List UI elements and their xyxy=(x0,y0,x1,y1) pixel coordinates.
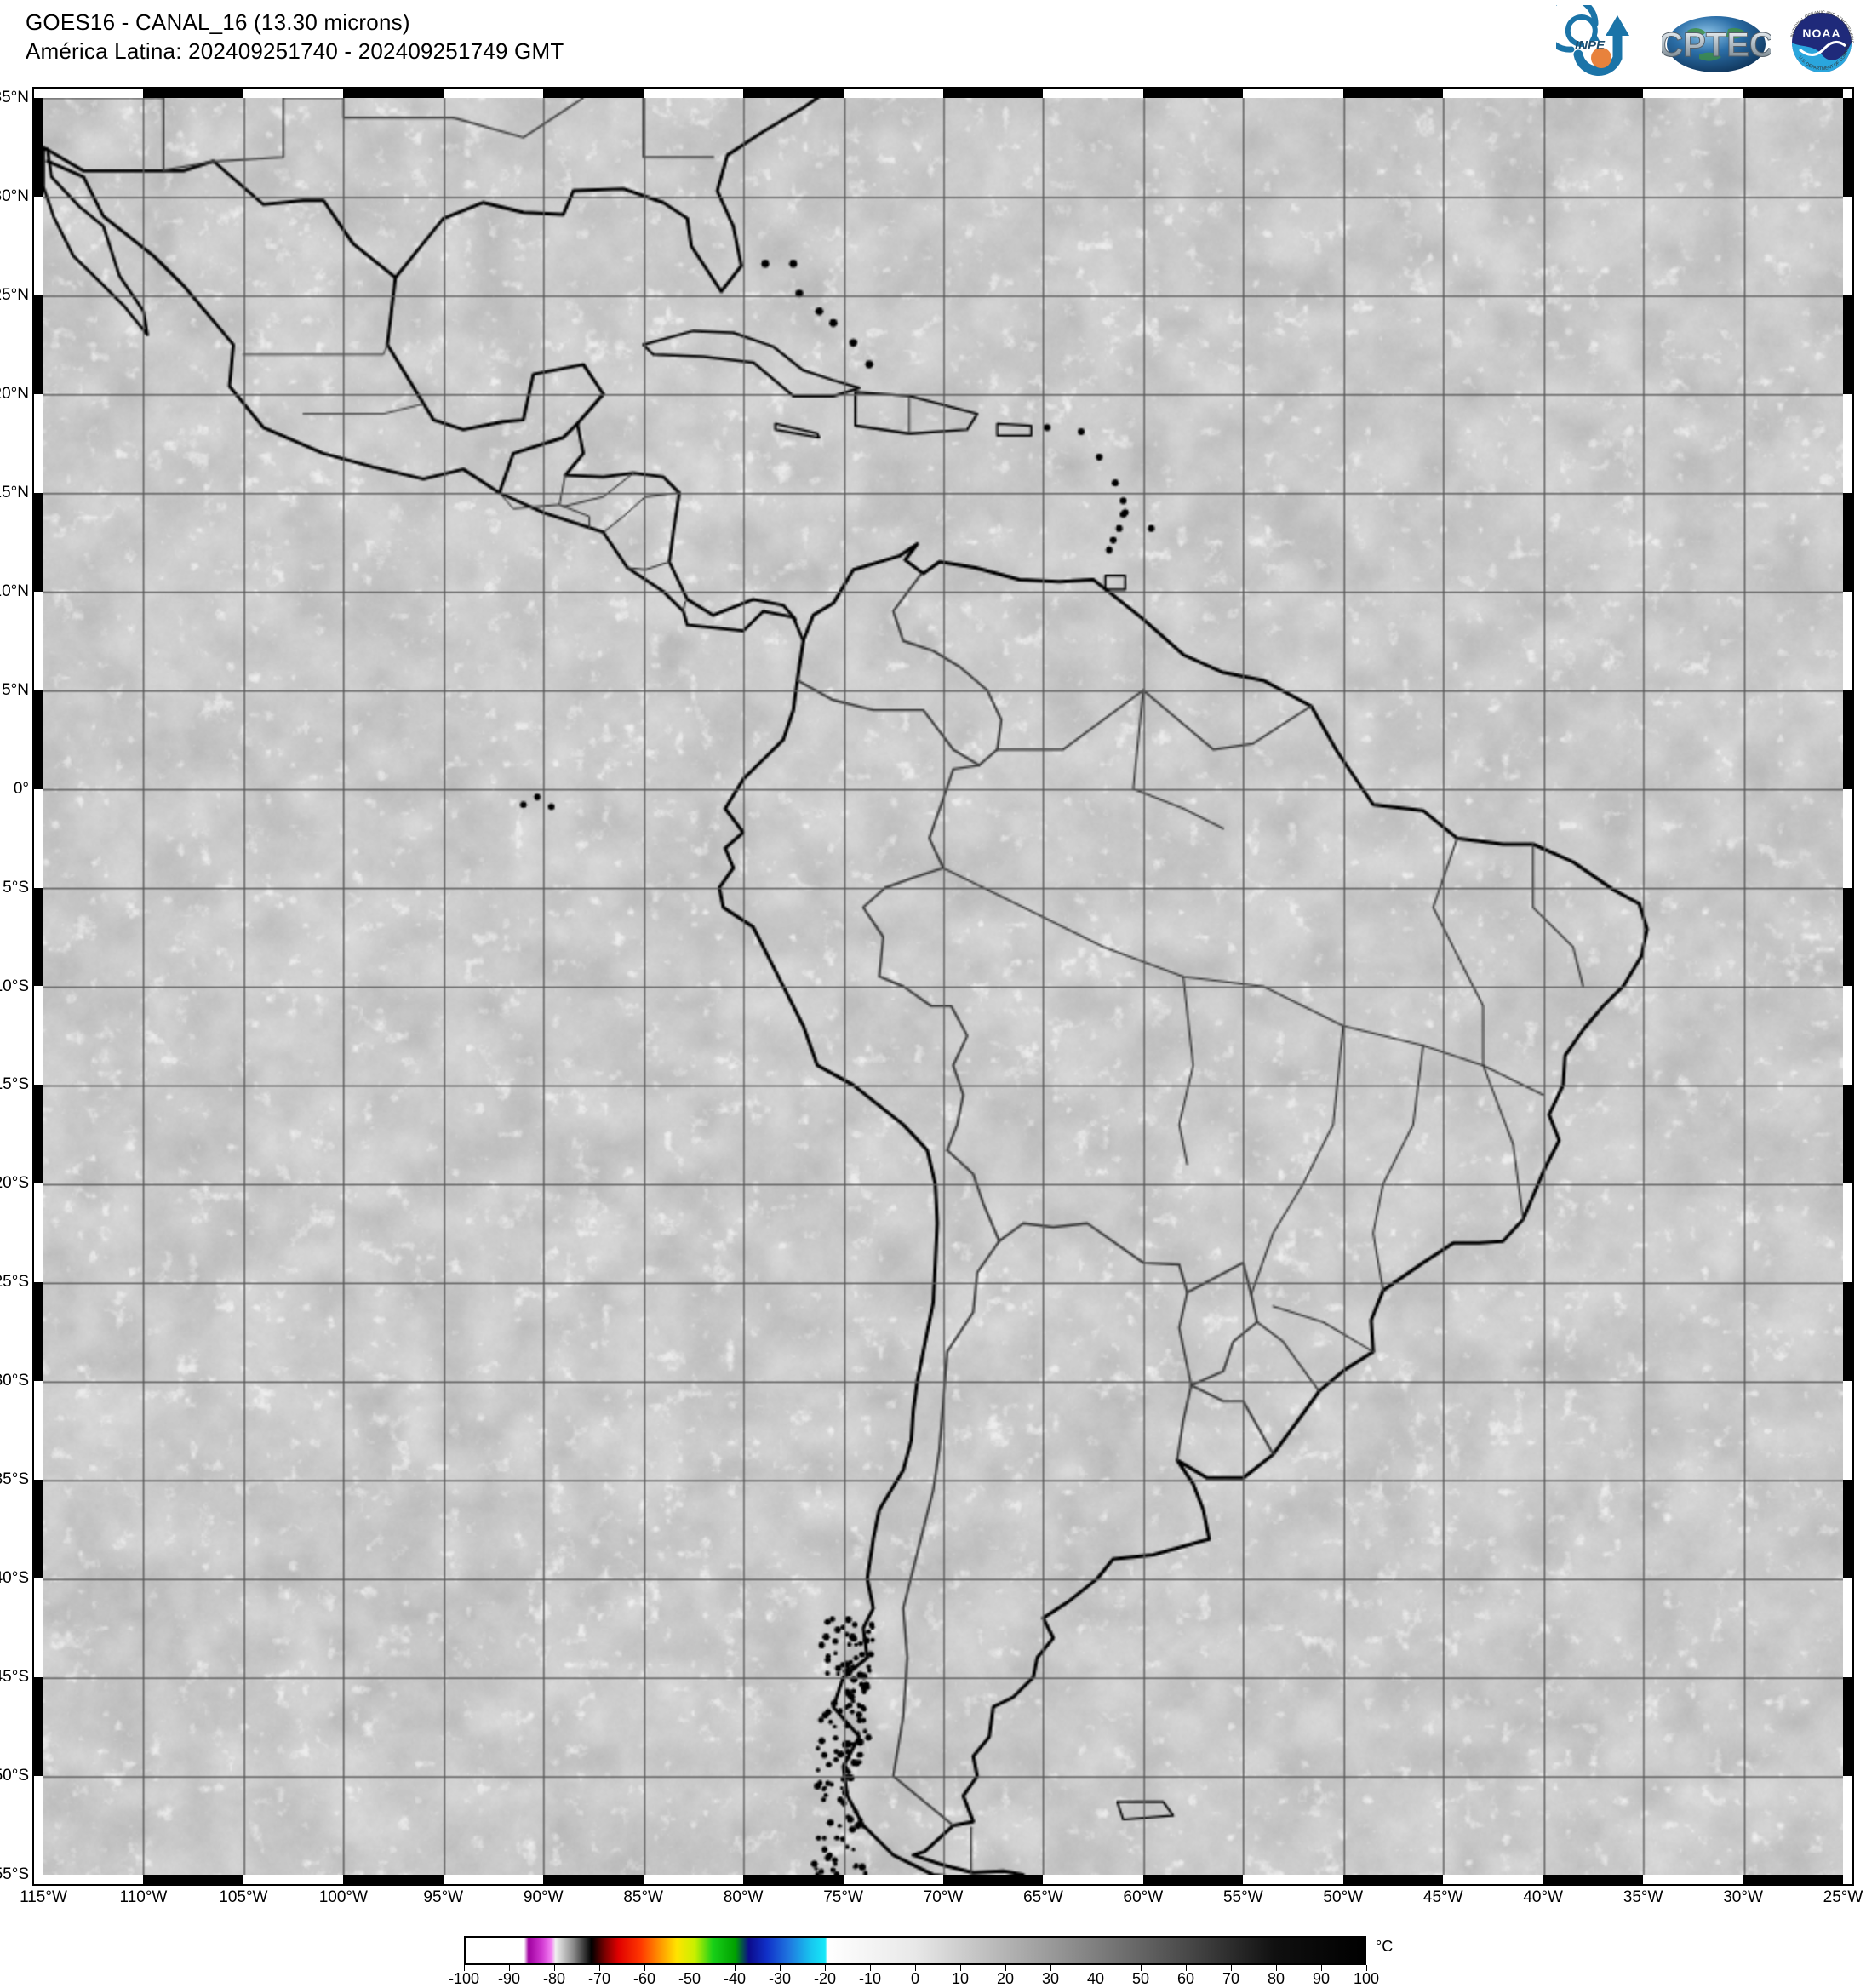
longitude-tick-label: 100°W xyxy=(319,1888,368,1907)
colorbar-tick-label: 50 xyxy=(1132,1970,1149,1988)
latitude-tick-label: 55°S xyxy=(0,1865,29,1884)
header-bar: GOES16 - CANAL_16 (13.30 microns) Améric… xyxy=(0,0,1866,87)
title-block: GOES16 - CANAL_16 (13.30 microns) Améric… xyxy=(26,9,564,66)
latitude-tick-label: 10°N xyxy=(0,582,29,601)
latitude-tick-label: 25°S xyxy=(0,1273,29,1292)
frame-segment xyxy=(1852,87,1854,1886)
longitude-tick-label: 75°W xyxy=(823,1888,863,1907)
satellite-imagery-canvas xyxy=(43,98,1843,1875)
colorbar-tick-label: -60 xyxy=(633,1970,655,1988)
latitude-axis: 35°N 30°N 25°N 20°N 15°N 10°N 5°N 0° 5°S 10°S 15°S… xyxy=(0,87,31,1886)
longitude-tick-label: 55°W xyxy=(1223,1888,1263,1907)
map-plot-area[interactable] xyxy=(43,98,1843,1875)
latitude-tick-label: 45°S xyxy=(0,1668,29,1687)
colorbar-tick-label: -20 xyxy=(814,1970,836,1988)
frame-segment xyxy=(32,87,1854,89)
colorbar-tick-label: 70 xyxy=(1222,1970,1239,1988)
frame-segment xyxy=(32,87,34,1886)
agency-logos: INPE xyxy=(1556,2,1861,83)
colorbar-tick-label: 80 xyxy=(1268,1970,1285,1988)
latitude-tick-label: 35°S xyxy=(0,1470,29,1489)
latitude-tick-label: 5°N xyxy=(2,681,29,700)
latitude-tick-label: 50°S xyxy=(0,1767,29,1785)
longitude-tick-label: 40°W xyxy=(1523,1888,1563,1907)
colorbar-tick-label: -50 xyxy=(678,1970,701,1988)
latitude-tick-label: 15°N xyxy=(0,484,29,502)
colorbar-tick-label: 100 xyxy=(1354,1970,1379,1988)
svg-text:INPE: INPE xyxy=(1575,38,1606,53)
latitude-tick-label: 30°S xyxy=(0,1372,29,1390)
latitude-tick-label: 10°S xyxy=(0,977,29,996)
latitude-tick-label: 20°S xyxy=(0,1174,29,1193)
colorbar-tick-label: 40 xyxy=(1087,1970,1104,1988)
longitude-tick-label: 110°W xyxy=(120,1888,168,1907)
colorbar-tick-label: -70 xyxy=(588,1970,610,1988)
svg-text:CPTEC: CPTEC xyxy=(1662,26,1771,64)
longitude-tick-label: 65°W xyxy=(1023,1888,1063,1907)
colorbar-tick-label: 90 xyxy=(1313,1970,1330,1988)
satellite-map[interactable] xyxy=(32,87,1854,1886)
longitude-tick-label: 35°W xyxy=(1623,1888,1663,1907)
longitude-tick-label: 50°W xyxy=(1323,1888,1363,1907)
colorbar-tick-label: -90 xyxy=(498,1970,520,1988)
temperature-colorbar xyxy=(464,1936,1366,1965)
colorbar-tick-label: -10 xyxy=(859,1970,881,1988)
longitude-tick-label: 115°W xyxy=(20,1888,67,1907)
longitude-tick-label: 70°W xyxy=(924,1888,964,1907)
noaa-logo: NOAA NATIONAL OCEANIC AND ATMOSPHERIC AD… xyxy=(1783,3,1861,82)
longitude-tick-label: 90°W xyxy=(524,1888,564,1907)
colorbar-tick-label: 60 xyxy=(1177,1970,1194,1988)
latitude-tick-label: 30°N xyxy=(0,187,29,206)
colorbar-tick-label: -30 xyxy=(769,1970,791,1988)
colorbar-tick-label: 10 xyxy=(952,1970,969,1988)
colorbar-tick-label: 20 xyxy=(997,1970,1014,1988)
latitude-tick-label: 0° xyxy=(14,780,29,799)
latitude-tick-label: 40°S xyxy=(0,1569,29,1588)
longitude-axis: 115°W 110°W 105°W 100°W 95°W 90°W 85°W 80°W 75°W… xyxy=(32,1886,1854,1915)
cptec-logo: CPTEC xyxy=(1662,5,1771,80)
inpe-logo: INPE xyxy=(1556,5,1650,80)
colorbar-ticks: -100 -90 -80 -70 -60 -50 -40 -30 -20 -10 0 10 20 30 40… xyxy=(464,1965,1366,1982)
colorbar-unit-label: °C xyxy=(1376,1938,1393,1956)
longitude-tick-label: 95°W xyxy=(423,1888,463,1907)
colorbar-tick-label: -100 xyxy=(449,1970,479,1988)
latitude-tick-label: 35°N xyxy=(0,89,29,107)
longitude-tick-label: 30°W xyxy=(1723,1888,1763,1907)
colorbar-tick-label: -80 xyxy=(543,1970,565,1988)
longitude-tick-label: 60°W xyxy=(1124,1888,1164,1907)
longitude-tick-label: 80°W xyxy=(724,1888,764,1907)
title-line-region-time: América Latina: 202409251740 - 202409251… xyxy=(26,37,564,66)
colorbar-tick-label: -40 xyxy=(724,1970,746,1988)
latitude-tick-label: 25°N xyxy=(0,286,29,305)
colorbar-gradient xyxy=(464,1936,1366,1965)
longitude-tick-label: 105°W xyxy=(219,1888,267,1907)
latitude-tick-label: 20°N xyxy=(0,385,29,404)
latitude-tick-label: 15°S xyxy=(0,1075,29,1094)
colorbar-tick-label: 30 xyxy=(1042,1970,1059,1988)
latitude-tick-label: 5°S xyxy=(3,879,29,897)
longitude-tick-label: 85°W xyxy=(623,1888,663,1907)
longitude-tick-label: 45°W xyxy=(1423,1888,1463,1907)
colorbar-tick-label: 0 xyxy=(911,1970,919,1988)
title-line-satellite: GOES16 - CANAL_16 (13.30 microns) xyxy=(26,9,564,37)
longitude-tick-label: 25°W xyxy=(1823,1888,1863,1907)
svg-text:NOAA: NOAA xyxy=(1802,26,1840,40)
